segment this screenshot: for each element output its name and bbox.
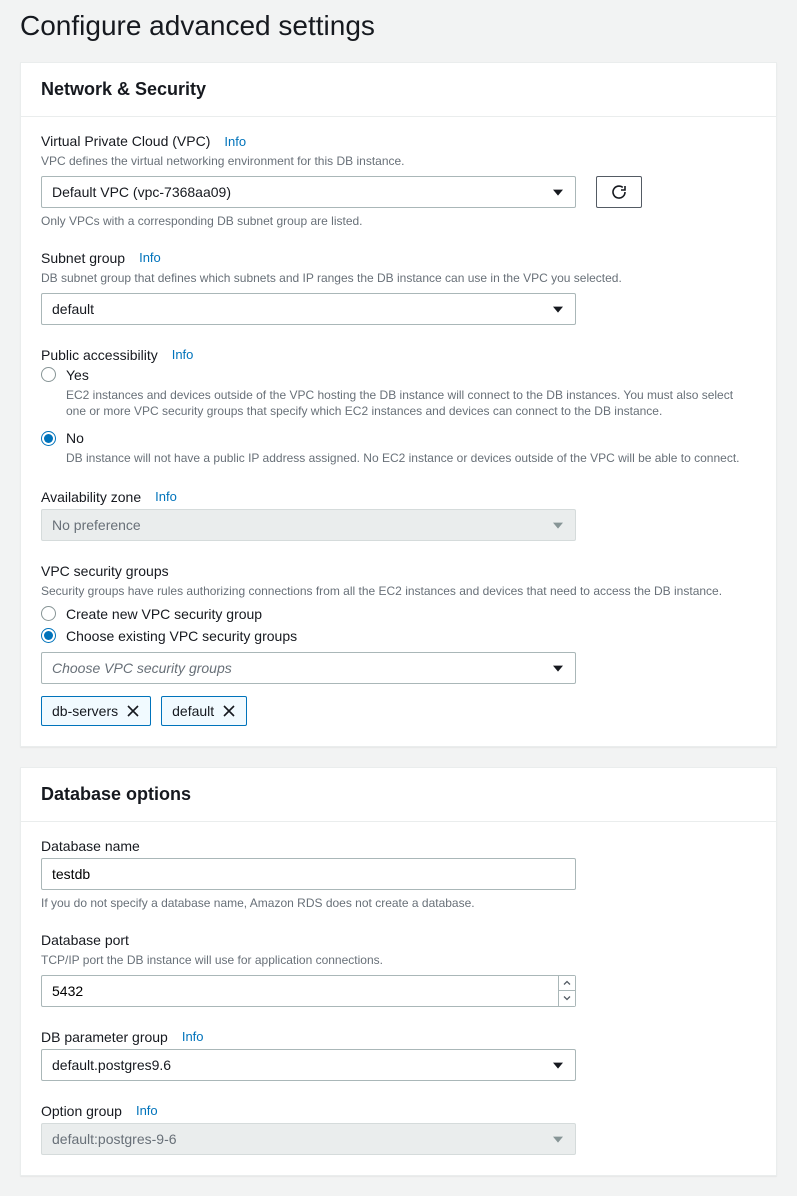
optiongroup-field: Option group Info default:postgres-9-6	[41, 1103, 756, 1155]
paramgroup-select[interactable]: default.postgres9.6	[41, 1049, 576, 1081]
close-icon	[222, 704, 236, 718]
optiongroup-select-value: default:postgres-9-6	[52, 1131, 177, 1147]
card-header: Network & Security	[21, 63, 776, 117]
close-icon	[126, 704, 140, 718]
public-no-label[interactable]: No	[66, 430, 84, 446]
sg-create-item: Create new VPC security group	[41, 606, 756, 622]
sg-token-remove[interactable]	[222, 704, 236, 718]
az-label: Availability zone	[41, 489, 141, 505]
page-title: Configure advanced settings	[0, 0, 797, 62]
vpc-select-value: Default VPC (vpc-7368aa09)	[52, 184, 231, 200]
public-no-desc: DB instance will not have a public IP ad…	[66, 450, 756, 467]
port-step-down[interactable]	[558, 991, 575, 1006]
az-info-link[interactable]: Info	[155, 489, 177, 504]
paramgroup-field: DB parameter group Info default.postgres…	[41, 1029, 756, 1081]
refresh-icon	[611, 184, 627, 200]
vpc-select[interactable]: Default VPC (vpc-7368aa09)	[41, 176, 576, 208]
sg-choose-radio[interactable]	[41, 628, 56, 643]
sg-create-radio[interactable]	[41, 606, 56, 621]
public-yes-label[interactable]: Yes	[66, 367, 89, 383]
subnet-field: Subnet group Info DB subnet group that d…	[41, 250, 756, 325]
subnet-info-link[interactable]: Info	[139, 250, 161, 265]
public-yes-desc: EC2 instances and devices outside of the…	[66, 387, 756, 421]
chevron-up-icon	[563, 979, 571, 987]
dbname-field: Database name If you do not specify a da…	[41, 838, 756, 910]
subnet-select-value: default	[52, 301, 94, 317]
database-options-card: Database options Database name If you do…	[20, 767, 777, 1176]
chevron-down-icon	[563, 994, 571, 1002]
paramgroup-info-link[interactable]: Info	[182, 1029, 204, 1044]
public-accessibility-field: Public accessibility Info Yes EC2 instan…	[41, 347, 756, 467]
sg-token-row: db-servers default	[41, 696, 756, 726]
vpc-refresh-button[interactable]	[596, 176, 642, 208]
card-header: Database options	[21, 768, 776, 822]
port-label: Database port	[41, 932, 129, 948]
az-select-value: No preference	[52, 517, 141, 533]
database-options-heading: Database options	[41, 784, 756, 805]
az-select: No preference	[41, 509, 576, 541]
sg-token: db-servers	[41, 696, 151, 726]
sg-token-label: db-servers	[52, 703, 118, 719]
optiongroup-select: default:postgres-9-6	[41, 1123, 576, 1155]
vpc-field: Virtual Private Cloud (VPC) Info VPC def…	[41, 133, 756, 228]
sg-field: VPC security groups Security groups have…	[41, 563, 756, 726]
port-field: Database port TCP/IP port the DB instanc…	[41, 932, 756, 1007]
port-input[interactable]	[41, 975, 576, 1007]
dbname-hint: If you do not specify a database name, A…	[41, 896, 756, 910]
vpc-label: Virtual Private Cloud (VPC)	[41, 133, 210, 149]
sg-label: VPC security groups	[41, 563, 169, 579]
sg-token: default	[161, 696, 247, 726]
vpc-desc: VPC defines the virtual networking envir…	[41, 153, 756, 170]
optiongroup-info-link[interactable]: Info	[136, 1103, 158, 1118]
port-step-up[interactable]	[558, 976, 575, 992]
port-desc: TCP/IP port the DB instance will use for…	[41, 952, 756, 969]
optiongroup-label: Option group	[41, 1103, 122, 1119]
sg-select-placeholder: Choose VPC security groups	[52, 660, 232, 676]
sg-token-remove[interactable]	[126, 704, 140, 718]
network-security-card: Network & Security Virtual Private Cloud…	[20, 62, 777, 747]
public-label: Public accessibility	[41, 347, 158, 363]
public-no-radio[interactable]	[41, 431, 56, 446]
subnet-select[interactable]: default	[41, 293, 576, 325]
sg-choose-item: Choose existing VPC security groups	[41, 628, 756, 644]
network-security-heading: Network & Security	[41, 79, 756, 100]
sg-create-label[interactable]: Create new VPC security group	[66, 606, 262, 622]
subnet-desc: DB subnet group that defines which subne…	[41, 270, 756, 287]
subnet-label: Subnet group	[41, 250, 125, 266]
paramgroup-select-value: default.postgres9.6	[52, 1057, 171, 1073]
public-info-link[interactable]: Info	[172, 347, 194, 362]
vpc-info-link[interactable]: Info	[224, 134, 246, 149]
vpc-hint: Only VPCs with a corresponding DB subnet…	[41, 214, 756, 228]
dbname-label: Database name	[41, 838, 140, 854]
sg-desc: Security groups have rules authorizing c…	[41, 583, 756, 600]
sg-choose-label[interactable]: Choose existing VPC security groups	[66, 628, 297, 644]
paramgroup-label: DB parameter group	[41, 1029, 168, 1045]
public-yes-radio[interactable]	[41, 367, 56, 382]
sg-select[interactable]: Choose VPC security groups	[41, 652, 576, 684]
sg-token-label: default	[172, 703, 214, 719]
az-field: Availability zone Info No preference	[41, 489, 756, 541]
public-no-item: No DB instance will not have a public IP…	[41, 430, 756, 467]
dbname-input[interactable]	[41, 858, 576, 890]
public-yes-item: Yes EC2 instances and devices outside of…	[41, 367, 756, 421]
